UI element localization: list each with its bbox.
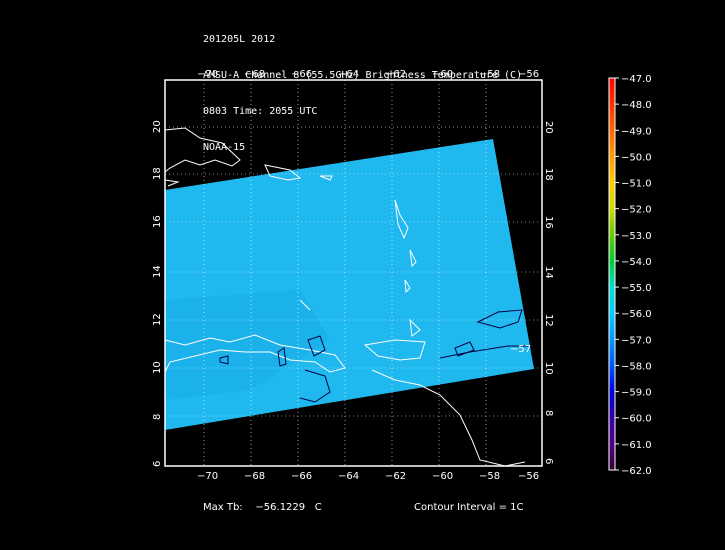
- lat-tick-labels-right: 20 18 16 14 12 10 8 6: [543, 121, 554, 464]
- lat-tick-left-5: 12: [152, 313, 163, 326]
- lat-tick-left-6: 10: [152, 361, 163, 374]
- colorbar-gradient: [608, 77, 616, 471]
- lon-tick-top-6: −60: [432, 69, 453, 80]
- lon-tick-bottom-4: −64: [338, 471, 359, 482]
- lat-tick-right-1: 20: [543, 121, 554, 134]
- lat-tick-left-3: 16: [152, 215, 163, 228]
- colorbar-label: −61.0: [621, 440, 652, 451]
- lat-tick-labels-left: 20 18 16 14 12 10 8 6: [152, 120, 163, 467]
- lon-tick-top-7: −58: [479, 69, 500, 80]
- lon-tick-top-5: −62: [385, 69, 406, 80]
- contour-label: −57: [510, 344, 531, 355]
- lon-tick-top-4: −64: [338, 69, 359, 80]
- max-tb-unit: C: [314, 502, 322, 513]
- lat-tick-right-7: 8: [543, 410, 554, 416]
- colorbar-label: −54.0: [621, 257, 652, 268]
- lon-tick-top-2: −68: [244, 69, 265, 80]
- lat-tick-right-6: 10: [543, 362, 554, 375]
- header-satellite: NOAA-15: [203, 142, 246, 153]
- contour-interval-readout: Contour Interval = 1C: [414, 502, 524, 513]
- lon-tick-top-8: −56: [518, 69, 539, 80]
- graticule: [165, 80, 542, 466]
- max-tb-value: −56.1229: [255, 502, 306, 513]
- lat-tick-right-5: 12: [543, 314, 554, 327]
- lon-tick-bottom-3: −66: [291, 471, 312, 482]
- lon-tick-bottom-8: −56: [518, 471, 539, 482]
- lat-tick-left-7: 8: [152, 414, 163, 420]
- header-text: 201205L 2012 AMSU-A Channel 8 (55.5GHz) …: [203, 10, 522, 166]
- colorbar-label: −62.0: [621, 466, 652, 477]
- colorbar-label: −51.0: [621, 179, 652, 190]
- lon-tick-top-3: −66: [291, 69, 312, 80]
- lon-tick-bottom-6: −60: [432, 471, 453, 482]
- lat-tick-left-8: 6: [152, 461, 163, 467]
- lat-tick-right-2: 18: [543, 168, 554, 181]
- colorbar-label: −60.0: [621, 414, 652, 425]
- swath-shading: [165, 290, 330, 400]
- colorbar-label: −48.0: [621, 100, 652, 111]
- lon-tick-labels-top: −70 −68 −66 −64 −62 −60 −58 −56: [197, 69, 539, 80]
- colorbar-label: −59.0: [621, 388, 652, 399]
- colorbar: −47.0 −48.0 −49.0 −50.0 −51.0 −52.0 −53.0 −54.0…: [608, 74, 652, 477]
- lon-tick-labels-bottom: −70 −68 −66 −64 −62 −60 −58 −56: [197, 471, 539, 482]
- lon-tick-top-1: −70: [197, 69, 218, 80]
- colorbar-label: −52.0: [621, 205, 652, 216]
- colorbar-label: −57.0: [621, 335, 652, 346]
- lat-tick-right-8: 6: [543, 458, 554, 464]
- colorbar-label: −53.0: [621, 231, 652, 242]
- lat-tick-left-1: 20: [152, 120, 163, 133]
- lon-tick-bottom-7: −58: [479, 471, 500, 482]
- header-time: 0803 Time: 2055 UTC: [203, 106, 318, 117]
- lat-tick-right-4: 14: [543, 266, 554, 279]
- lat-tick-left-2: 18: [152, 167, 163, 180]
- colorbar-label: −49.0: [621, 126, 652, 137]
- colorbar-label: −50.0: [621, 152, 652, 163]
- coastlines: [164, 127, 526, 467]
- header-storm-id: 201205L 2012: [203, 34, 276, 45]
- colorbar-label: −56.0: [621, 309, 652, 320]
- lon-tick-bottom-2: −68: [244, 471, 265, 482]
- colorbar-label: −47.0: [621, 74, 652, 85]
- colorbar-label: −58.0: [621, 361, 652, 372]
- header-product: AMSU-A Channel 8 (55.5GHz) Brightness Te…: [203, 70, 523, 81]
- lon-tick-bottom-1: −70: [197, 471, 218, 482]
- colorbar-label: −55.0: [621, 283, 652, 294]
- plot-frame: [164, 79, 543, 467]
- lat-tick-left-4: 14: [152, 265, 163, 278]
- lat-tick-right-3: 16: [543, 216, 554, 229]
- max-tb-readout: Max Tb: −56.1229 C: [203, 502, 322, 513]
- contours: [219, 309, 534, 403]
- lon-tick-bottom-5: −62: [385, 471, 406, 482]
- max-tb-label: Max Tb:: [203, 502, 243, 513]
